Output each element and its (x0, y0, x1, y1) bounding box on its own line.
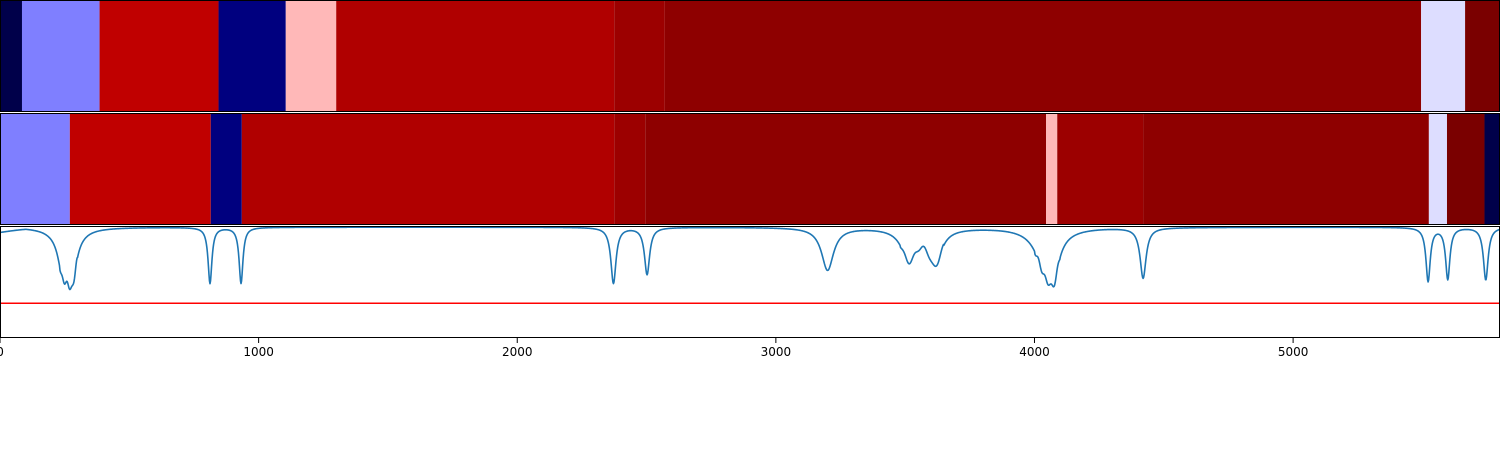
heatmap-cell-r2-2 (69, 113, 211, 225)
heatmap-row-2 (0, 113, 1500, 225)
x-tick-label-1000: 1000 (243, 345, 274, 359)
heatmap-cell-r1-4 (218, 0, 286, 112)
heatmap-cell-r2-4 (241, 113, 615, 225)
x-tick-label-4000: 4000 (1019, 345, 1050, 359)
heatmap-cell-r2-6 (645, 113, 1047, 225)
heatmap-cell-r2-1 (0, 113, 70, 225)
heatmap-cell-r2-11 (1446, 113, 1485, 225)
heatmap-cell-r1-5 (285, 0, 337, 112)
x-tick-label-5000: 5000 (1278, 345, 1309, 359)
heatmap-cell-r1-8 (664, 0, 1422, 112)
heatmap-cell-r1-6 (336, 0, 615, 112)
heatmap-cell-r1-2 (21, 0, 100, 112)
heatmap-cell-r2-8 (1057, 113, 1144, 225)
x-axis: 0 1000 2000 3000 4000 5000 (0, 338, 1308, 359)
spectrum-line (0, 226, 1500, 291)
heatmap-row-1 (0, 0, 1500, 112)
x-tick-label-2000: 2000 (502, 345, 533, 359)
heatmap-cell-r2-12 (1484, 113, 1500, 225)
spectrum-panel (0, 226, 1500, 305)
heatmap-cell-r2-7 (1046, 113, 1058, 225)
heatmap-cell-r2-10 (1428, 113, 1447, 225)
heatmap-cell-r2-9 (1143, 113, 1429, 225)
x-tick-label-3000: 3000 (761, 345, 792, 359)
heatmap-cell-r2-3 (210, 113, 242, 225)
heatmap-cell-r1-3 (99, 0, 219, 112)
heatmap-cell-r1-10 (1465, 0, 1500, 112)
heatmap-cell-r1-7 (614, 0, 665, 112)
x-tick-label-0: 0 (0, 345, 4, 359)
heatmap-cell-r1-1 (0, 0, 22, 112)
heatmap-cell-r1-9 (1421, 0, 1466, 112)
panel-border-3 (0, 226, 1500, 338)
heatmap-cell-r2-5 (614, 113, 646, 225)
